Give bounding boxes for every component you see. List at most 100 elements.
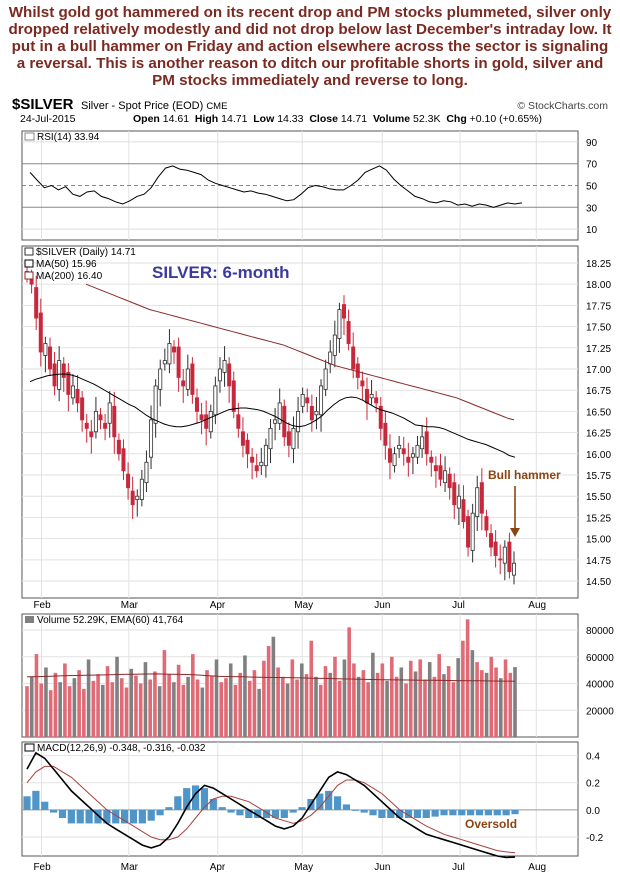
volume-bar bbox=[489, 656, 494, 737]
candle-body bbox=[300, 394, 305, 407]
price-tick-label: 16.25 bbox=[586, 429, 611, 440]
price-candle bbox=[296, 396, 301, 449]
price-candle bbox=[259, 447, 264, 476]
low-value: 14.33 bbox=[277, 113, 304, 125]
macd-histogram-bar bbox=[493, 809, 501, 816]
volume-bar bbox=[328, 672, 333, 737]
volume-bar bbox=[347, 627, 351, 737]
candle-body bbox=[296, 410, 301, 433]
price-candle bbox=[443, 456, 448, 492]
candle-body bbox=[43, 343, 48, 356]
candle-body bbox=[392, 453, 397, 467]
price-candle bbox=[47, 337, 52, 376]
volume-bar bbox=[247, 680, 252, 737]
bull-hammer-arrowhead bbox=[510, 528, 520, 537]
candle-body bbox=[424, 431, 429, 455]
macd-histogram-bar bbox=[333, 796, 342, 810]
price-tick-label: 16.75 bbox=[586, 386, 611, 397]
close-value: 14.71 bbox=[340, 113, 368, 125]
price-candle bbox=[217, 357, 222, 393]
x-axis-month-label: May bbox=[294, 600, 313, 611]
macd-histogram-bar bbox=[280, 809, 288, 818]
price-legend-entry: MA(200) 16.40 bbox=[36, 271, 103, 282]
price-tick-label: 15.00 bbox=[586, 535, 611, 546]
price-candle bbox=[378, 396, 383, 441]
price-candle bbox=[167, 329, 172, 374]
volume-bar bbox=[134, 675, 138, 737]
volume-legend: Volume 52.29K, EMA(60) 41,764 bbox=[37, 615, 184, 626]
volume-bar bbox=[513, 667, 517, 737]
price-candle bbox=[493, 530, 498, 568]
candle-body bbox=[194, 397, 199, 412]
candle-body bbox=[337, 309, 342, 339]
price-candle bbox=[162, 348, 167, 371]
price-candle bbox=[401, 436, 406, 466]
volume-bar bbox=[456, 658, 460, 737]
macd-legend-swatch bbox=[24, 743, 35, 752]
price-candle bbox=[332, 320, 337, 368]
volume-bar bbox=[375, 672, 380, 737]
volume-bar bbox=[356, 676, 361, 737]
macd-histogram-bar bbox=[23, 796, 31, 810]
price-candle bbox=[231, 371, 236, 419]
price-candle bbox=[176, 337, 181, 392]
candle-body bbox=[498, 558, 503, 561]
candle-body bbox=[250, 456, 255, 463]
price-candle bbox=[475, 475, 480, 531]
candle-body bbox=[360, 380, 365, 387]
macd-histogram-bar bbox=[138, 809, 146, 824]
candle-body bbox=[328, 351, 333, 365]
price-candle bbox=[369, 380, 374, 405]
macd-histogram-bar bbox=[183, 788, 191, 810]
candle-body bbox=[254, 465, 259, 472]
candle-body bbox=[80, 397, 85, 421]
candle-body bbox=[286, 431, 291, 446]
ohlc-summary: Open 14.61 High 14.71 Low 14.33 Close 14… bbox=[133, 113, 542, 125]
candle-body bbox=[452, 482, 457, 506]
macd-histogram-bar bbox=[76, 809, 84, 824]
macd-histogram-bar bbox=[378, 809, 386, 818]
macd-histogram-bar bbox=[147, 809, 155, 821]
price-candle bbox=[300, 387, 305, 414]
oversold-label: Oversold bbox=[465, 817, 517, 831]
price-candle bbox=[89, 419, 94, 454]
macd-legend: MACD(12,26,9) -0.348, -0.316, -0.032 bbox=[37, 743, 206, 754]
macd-histogram-bar bbox=[458, 809, 466, 816]
price-candle bbox=[34, 275, 39, 330]
volume-bar bbox=[299, 663, 304, 737]
candle-body bbox=[305, 397, 310, 404]
ma50-line bbox=[29, 373, 516, 458]
volume-bar bbox=[508, 672, 513, 737]
x-axis-month-label: Aug bbox=[528, 600, 546, 611]
price-candle bbox=[103, 413, 108, 441]
macd-histogram-bar bbox=[50, 809, 58, 813]
price-candle bbox=[479, 468, 484, 531]
ticker-symbol: $SILVER bbox=[12, 96, 74, 113]
candle-body bbox=[401, 448, 406, 455]
price-candle bbox=[410, 447, 415, 475]
candle-body bbox=[213, 385, 218, 416]
price-candle bbox=[149, 405, 154, 470]
x-axis-month-label: Jun bbox=[374, 600, 390, 611]
candle-body bbox=[346, 321, 351, 344]
candle-body bbox=[314, 410, 319, 416]
price-candle bbox=[135, 489, 140, 517]
price-candle bbox=[121, 439, 126, 481]
candle-body bbox=[139, 478, 144, 501]
price-candle bbox=[484, 509, 489, 537]
price-candle bbox=[512, 551, 517, 585]
price-candle bbox=[355, 357, 360, 390]
price-tick-label: 17.50 bbox=[586, 323, 611, 334]
price-candle bbox=[139, 469, 144, 507]
volume-bar bbox=[34, 654, 39, 737]
price-candle bbox=[213, 376, 218, 425]
candle-body bbox=[135, 495, 140, 501]
macd-histogram-bar bbox=[121, 809, 129, 824]
candle-body bbox=[172, 346, 177, 353]
macd-histogram-bar bbox=[227, 809, 235, 813]
candle-body bbox=[502, 546, 507, 564]
volume-bar bbox=[91, 680, 96, 737]
macd-histogram-bar bbox=[41, 801, 49, 810]
candle-body bbox=[466, 516, 471, 548]
volume-bar bbox=[342, 659, 347, 737]
